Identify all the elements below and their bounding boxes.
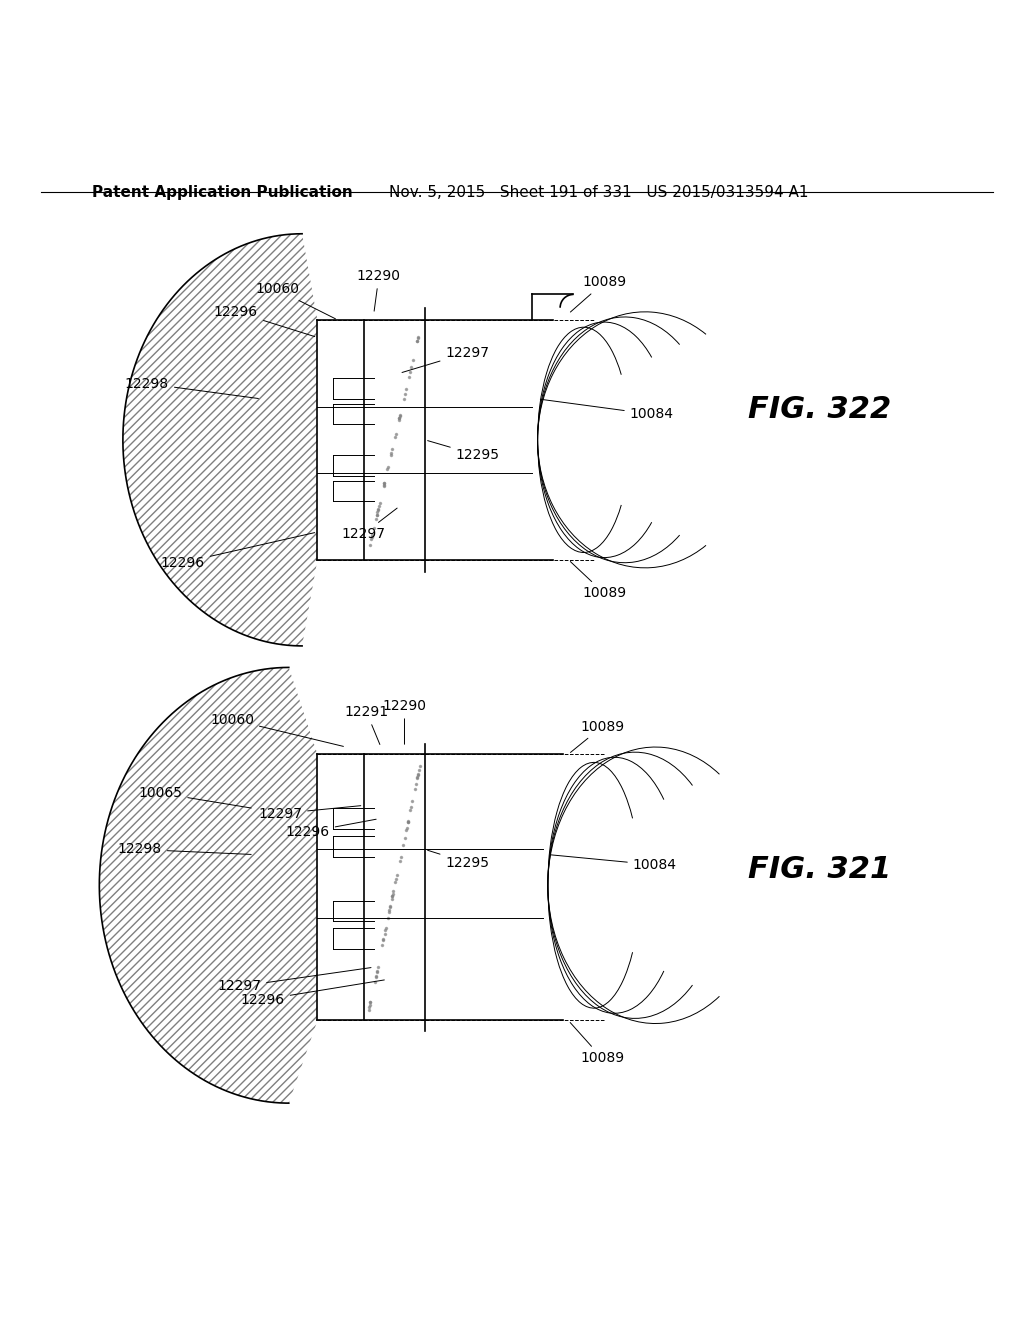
Text: Nov. 5, 2015   Sheet 191 of 331   US 2015/0313594 A1: Nov. 5, 2015 Sheet 191 of 331 US 2015/03… xyxy=(389,185,809,199)
Text: 10060: 10060 xyxy=(210,713,343,746)
Text: 12290: 12290 xyxy=(383,700,426,744)
Text: 12298: 12298 xyxy=(118,842,251,857)
Text: 10060: 10060 xyxy=(255,282,336,319)
Text: 10089: 10089 xyxy=(570,561,627,601)
Text: 12295: 12295 xyxy=(428,441,500,462)
Text: 12296: 12296 xyxy=(241,979,384,1007)
Text: 12298: 12298 xyxy=(125,376,258,399)
Text: 10089: 10089 xyxy=(570,1023,625,1065)
Text: 12296: 12296 xyxy=(161,532,314,569)
Text: Patent Application Publication: Patent Application Publication xyxy=(92,185,353,199)
Text: 12297: 12297 xyxy=(342,508,397,541)
Text: 12291: 12291 xyxy=(344,705,389,744)
Text: 12290: 12290 xyxy=(357,269,400,312)
Text: 12297: 12297 xyxy=(258,805,360,821)
Text: 12296: 12296 xyxy=(214,305,314,337)
Text: FIG. 321: FIG. 321 xyxy=(748,855,891,884)
Text: 10065: 10065 xyxy=(138,787,251,808)
Text: 10089: 10089 xyxy=(570,719,625,752)
Text: 12295: 12295 xyxy=(428,850,489,870)
Text: FIG. 322: FIG. 322 xyxy=(748,395,891,424)
Text: 12297: 12297 xyxy=(402,346,489,372)
Text: 10084: 10084 xyxy=(541,399,674,421)
Text: 12297: 12297 xyxy=(217,968,371,994)
Text: 10084: 10084 xyxy=(551,855,677,871)
Text: 10089: 10089 xyxy=(570,276,627,312)
Text: 12296: 12296 xyxy=(286,820,376,840)
